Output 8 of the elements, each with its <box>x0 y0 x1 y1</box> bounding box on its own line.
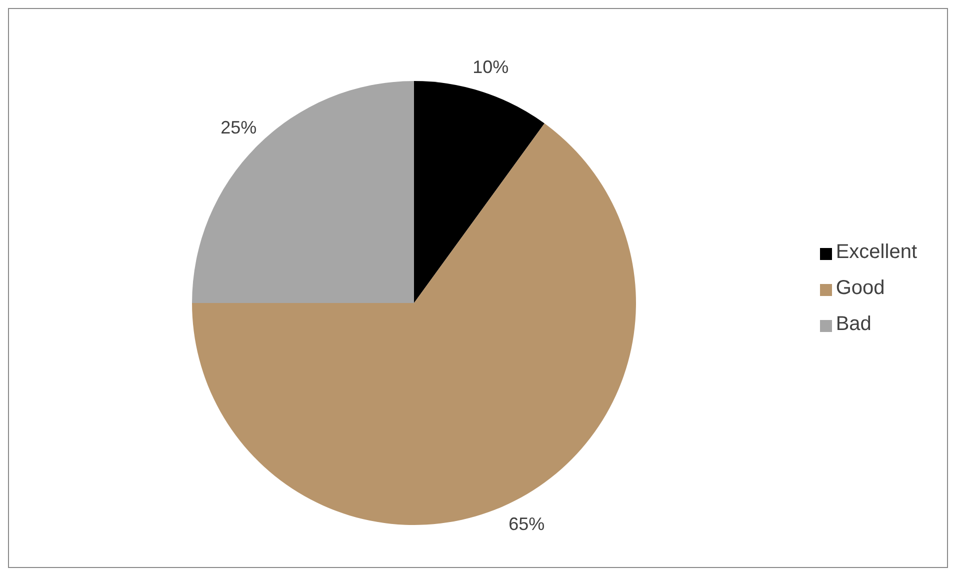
legend-label: Excellent <box>836 241 917 263</box>
data-label: 65% <box>508 514 545 534</box>
legend-label: Bad <box>836 313 872 335</box>
legend-label: Good <box>836 277 885 299</box>
pie-slice <box>192 81 414 303</box>
data-label: 25% <box>220 118 257 138</box>
data-label: 10% <box>472 57 509 78</box>
pie-slice <box>414 81 544 303</box>
